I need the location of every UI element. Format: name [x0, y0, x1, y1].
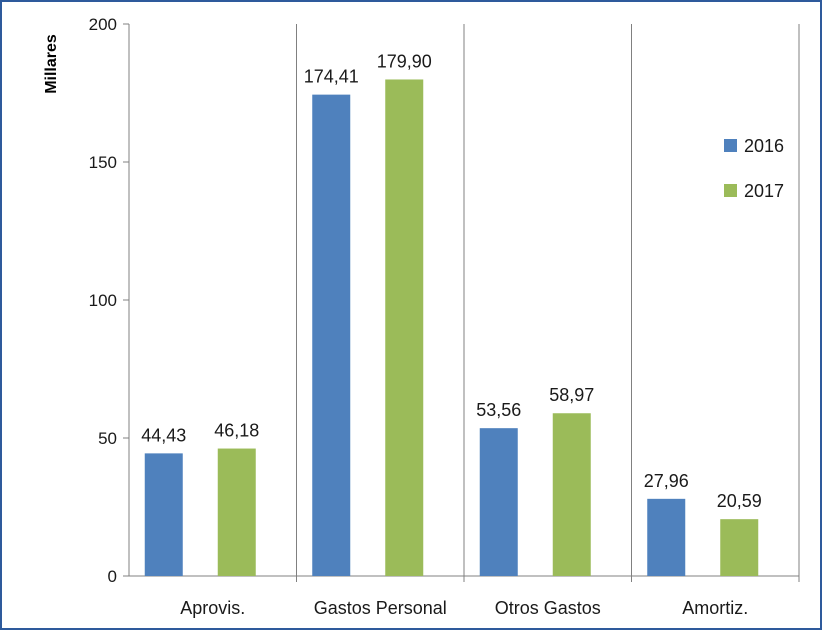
x-tick-label: Otros Gastos — [495, 598, 601, 618]
data-label: 53,56 — [476, 400, 521, 420]
data-label: 179,90 — [377, 51, 432, 71]
y-tick-label: 0 — [108, 567, 117, 586]
x-tick-label: Aprovis. — [180, 598, 245, 618]
bar-2016-0 — [144, 453, 183, 576]
data-label: 174,41 — [304, 67, 359, 87]
legend-swatch-2017 — [724, 184, 737, 197]
bar-2016-2 — [479, 428, 518, 576]
legend-label: 2016 — [744, 136, 784, 156]
legend-swatch-2016 — [724, 139, 737, 152]
legend-label: 2017 — [744, 181, 784, 201]
y-tick-label: 200 — [89, 15, 117, 34]
y-tick-label: 50 — [98, 429, 117, 448]
grid-layer — [296, 24, 800, 582]
bar-2017-0 — [217, 448, 256, 576]
x-tick-label: Gastos Personal — [314, 598, 447, 618]
data-label: 46,18 — [214, 421, 259, 441]
axis-layer: 0 50 100 150 200 — [89, 15, 799, 586]
y-tick-label: 150 — [89, 153, 117, 172]
bar-2017-3 — [720, 519, 759, 576]
bars-layer — [144, 79, 759, 576]
data-label: 20,59 — [717, 491, 762, 511]
data-label: 44,43 — [141, 425, 186, 445]
x-tick-label: Amortiz. — [682, 598, 748, 618]
labels-layer: 44,43 46,18 Aprovis. 174,41 179,90 Gastos Per… — [141, 51, 762, 618]
bar-2016-1 — [312, 94, 351, 576]
y-axis-label: Millares — [43, 34, 60, 94]
bar-2017-2 — [552, 413, 591, 576]
bar-2017-1 — [385, 79, 424, 576]
bar-2016-3 — [647, 498, 686, 576]
y-tick-label: 100 — [89, 291, 117, 310]
data-label: 27,96 — [644, 471, 689, 491]
legend: 2016 2017 — [724, 136, 784, 201]
data-label: 58,97 — [549, 385, 594, 405]
